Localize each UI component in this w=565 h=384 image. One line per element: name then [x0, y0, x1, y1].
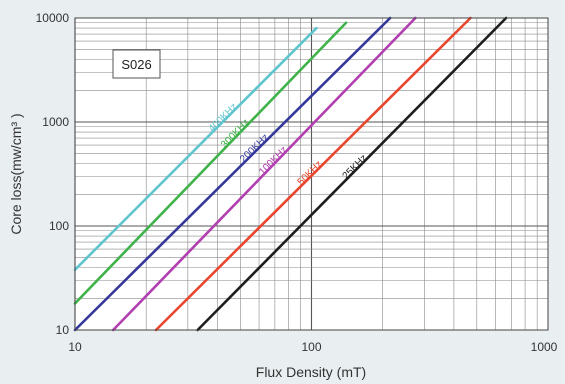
series-line-300khz — [73, 21, 348, 305]
x-tick-label: 10 — [68, 340, 82, 354]
series-line-50khz — [154, 16, 472, 332]
x-tick-label: 1000 — [531, 340, 558, 354]
y-tick-label: 100 — [49, 219, 69, 233]
series-line-400khz — [73, 26, 318, 272]
y-tick-label: 1000 — [42, 115, 69, 129]
series-line-200khz — [73, 16, 392, 332]
y-axis-label: Core loss(mw/cm³ ) — [8, 113, 24, 234]
plot-frame — [74, 17, 549, 331]
series-group — [73, 16, 508, 332]
material-badge-text: S026 — [121, 57, 151, 72]
y-tick-label: 10 — [56, 323, 70, 337]
x-axis-label: Flux Density (mT) — [256, 364, 366, 380]
y-tick-label: 10000 — [36, 11, 70, 25]
material-badge: S026 — [112, 49, 161, 79]
tick-labels: 10 100 1000 10 100 1000 10000 — [36, 11, 558, 354]
x-tick-label: 100 — [301, 340, 321, 354]
series-line-25khz — [196, 16, 508, 332]
series-line-100khz — [111, 16, 417, 332]
